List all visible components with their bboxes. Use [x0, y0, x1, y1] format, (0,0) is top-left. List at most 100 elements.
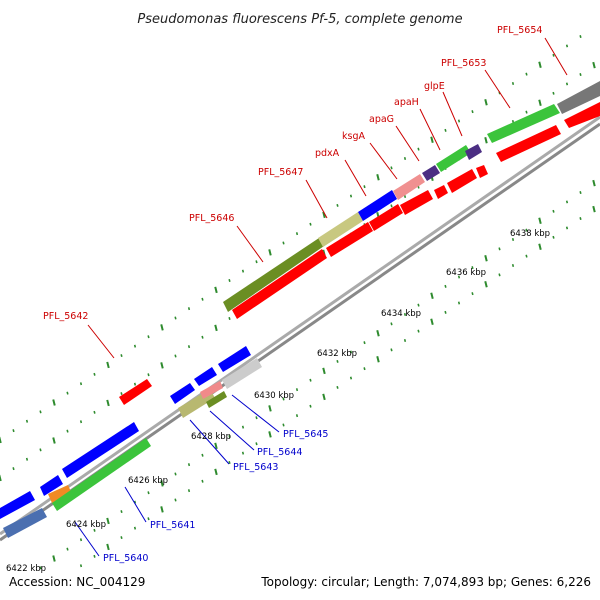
- tick-mark: [511, 81, 515, 85]
- feature-red-9[interactable]: [564, 102, 600, 128]
- tick-mark: [525, 254, 528, 258]
- label-pfl5642[interactable]: PFL_5642: [43, 311, 88, 322]
- feature-ksgA[interactable]: [393, 174, 425, 200]
- label-glpE[interactable]: glpE: [424, 81, 445, 92]
- feature-pfl5641[interactable]: [52, 438, 151, 511]
- tick-mark: [93, 528, 96, 532]
- tick-mark: [376, 330, 380, 337]
- label-apaG[interactable]: apaG: [369, 114, 394, 125]
- label-ksgA[interactable]: ksgA: [342, 131, 365, 142]
- tick-mark: [133, 382, 137, 386]
- feature-pdxA[interactable]: [358, 190, 397, 221]
- tick-mark: [471, 292, 474, 296]
- tick-mark: [120, 354, 123, 358]
- tick-mark: [471, 266, 474, 270]
- tick-mark: [376, 356, 380, 363]
- tick-mark: [363, 367, 366, 371]
- feature-pfl5654[interactable]: [557, 81, 600, 114]
- tick-mark: [309, 404, 312, 408]
- feature-pfl5653[interactable]: [487, 104, 560, 143]
- tick-mark: [147, 335, 150, 339]
- label-pfl5644[interactable]: PFL_5644: [257, 447, 302, 458]
- tick-mark: [484, 98, 488, 106]
- feature-red-3[interactable]: [369, 204, 403, 231]
- tick-mark: [66, 391, 69, 395]
- tick-mark: [592, 179, 596, 187]
- tick-mark: [228, 279, 231, 282]
- tick-mark: [417, 303, 420, 307]
- tick-mark: [336, 359, 339, 363]
- feature-blue-left-edge[interactable]: [0, 491, 35, 519]
- feature-blue-b[interactable]: [194, 367, 217, 386]
- tick-mark: [255, 442, 258, 446]
- label-pfl5647[interactable]: PFL_5647: [258, 167, 303, 178]
- feature-pfl5645[interactable]: [222, 358, 262, 389]
- tick-mark: [484, 136, 488, 144]
- tick-mark: [349, 376, 353, 380]
- label-pfl5646[interactable]: PFL_5646: [189, 213, 234, 224]
- label-pfl5645[interactable]: PFL_5645: [283, 429, 328, 440]
- feature-red-5[interactable]: [434, 185, 448, 199]
- feature-glpE[interactable]: [465, 144, 482, 160]
- tick-mark: [12, 429, 15, 433]
- leader-ksgA: [369, 142, 398, 180]
- tick-mark: [147, 517, 150, 521]
- leader-lines: [74, 37, 568, 557]
- tick-mark: [565, 226, 569, 230]
- feature-pfl5647[interactable]: [318, 212, 363, 247]
- label-pfl5654[interactable]: PFL_5654: [497, 25, 542, 36]
- feature-pfl5646[interactable]: [223, 236, 327, 312]
- feature-red-6[interactable]: [447, 169, 477, 193]
- label-pdxA[interactable]: pdxA: [315, 148, 340, 159]
- tick-mark: [417, 329, 420, 333]
- feature-blue-a[interactable]: [170, 383, 195, 404]
- leader-pfl5654: [544, 37, 568, 76]
- label-pfl5653[interactable]: PFL_5653: [441, 58, 486, 69]
- feature-blue-c[interactable]: [218, 346, 251, 372]
- feature-red-8[interactable]: [496, 125, 561, 162]
- tick-mark: [376, 174, 380, 181]
- label-apaH[interactable]: apaH: [394, 97, 419, 108]
- feature-olive-small[interactable]: [206, 391, 227, 408]
- tick-mark: [187, 345, 191, 349]
- feature-red-long-1[interactable]: [232, 249, 327, 319]
- label-pfl5641[interactable]: PFL_5641: [150, 520, 195, 531]
- feature-blue-long[interactable]: [62, 422, 139, 478]
- scale-label-6426: 6426 kbp: [128, 476, 168, 486]
- feature-pfl5644[interactable]: [200, 381, 223, 399]
- feature-small-blue-1[interactable]: [40, 475, 63, 496]
- feature-apaG[interactable]: [422, 165, 440, 181]
- feature-small-orange[interactable]: [48, 485, 72, 503]
- tick-mark: [538, 99, 542, 106]
- tick-mark: [228, 461, 231, 464]
- tick-mark: [444, 284, 447, 288]
- feature-red-4[interactable]: [400, 190, 433, 215]
- tick-mark: [120, 510, 123, 514]
- leader-apaG: [395, 125, 420, 162]
- label-pfl5643[interactable]: PFL_5643: [233, 462, 278, 473]
- tick-mark: [214, 468, 218, 476]
- tick-mark: [484, 254, 488, 262]
- tick-mark: [592, 205, 596, 213]
- tick-mark: [390, 166, 393, 170]
- tick-mark: [538, 243, 542, 250]
- leader-pfl5647: [305, 179, 328, 219]
- feature-pfl5642[interactable]: [119, 379, 152, 405]
- tick-mark: [403, 157, 407, 161]
- tick-marks: [0, 35, 596, 570]
- tick-mark: [255, 260, 258, 264]
- tick-mark: [498, 247, 501, 251]
- feature-apaH[interactable]: [436, 145, 471, 172]
- tick-mark: [430, 318, 434, 326]
- tick-mark: [336, 385, 339, 389]
- label-pfl5640[interactable]: PFL_5640: [103, 553, 148, 564]
- leader-pfl5646: [236, 225, 264, 263]
- feature-red-2[interactable]: [326, 222, 373, 257]
- tick-mark: [552, 235, 555, 239]
- feature-red-7[interactable]: [476, 165, 488, 178]
- tick-mark: [133, 526, 137, 530]
- tick-mark: [241, 269, 245, 273]
- tick-mark: [349, 350, 353, 354]
- tick-mark: [268, 405, 272, 412]
- feature-pfl5640[interactable]: [3, 508, 47, 538]
